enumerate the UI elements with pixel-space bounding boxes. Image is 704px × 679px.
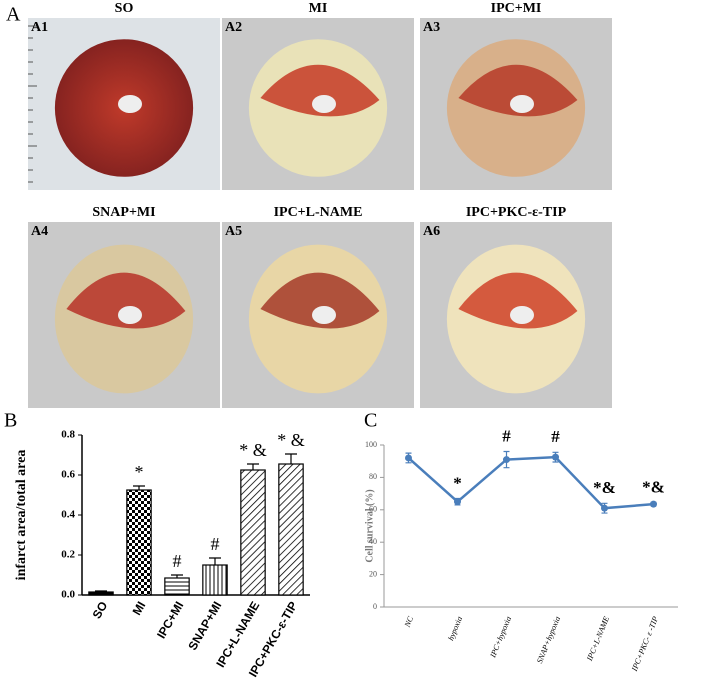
- point: [405, 454, 412, 462]
- viable-tissue: [260, 64, 380, 117]
- significance-mark: *&: [642, 477, 665, 496]
- image-title: SO: [115, 1, 134, 16]
- lumen: [312, 95, 336, 113]
- bar: [88, 591, 114, 596]
- panel-sublabel: A1: [31, 20, 48, 35]
- significance-mark: #: [551, 427, 560, 446]
- x-tick-label: IPC+MI: [154, 599, 186, 641]
- y-tick-label: 100: [365, 440, 377, 449]
- line: [407, 455, 654, 510]
- panel-sublabel: A5: [225, 224, 242, 239]
- viable-tissue: [66, 272, 186, 329]
- y-tick-label: 20: [369, 569, 377, 578]
- point: [601, 504, 608, 512]
- panel-sublabel: A3: [423, 20, 440, 35]
- significance-mark: *: [453, 473, 462, 492]
- image-title: MI: [309, 1, 328, 16]
- x-tick-label: SNAP+hypoxia: [535, 615, 562, 665]
- lumen: [312, 306, 336, 324]
- lumen: [118, 95, 142, 113]
- significance-mark: *&: [593, 478, 616, 497]
- x-tick-label: SO: [90, 599, 111, 621]
- y-tick-label: 0.6: [61, 469, 75, 481]
- panel-label: B: [4, 410, 17, 432]
- significance-mark: *: [135, 462, 144, 482]
- y-tick-label: 60: [369, 505, 377, 514]
- point: [650, 500, 657, 508]
- panel-sublabel: A4: [31, 224, 48, 239]
- x-tick-label: IPC+PKC- ε -TIP: [629, 615, 660, 673]
- viable-tissue: [458, 64, 578, 117]
- viable-tissue: [458, 272, 578, 329]
- x-tick-label: IPC+hypoxia: [488, 615, 513, 660]
- panel-sublabel: A6: [423, 224, 440, 239]
- significance-mark: * &: [239, 440, 267, 460]
- image-title: SNAP+MI: [92, 205, 155, 220]
- error-bar: [209, 557, 221, 565]
- image-title: IPC+L-NAME: [274, 205, 363, 220]
- bar: [202, 564, 228, 596]
- significance-mark: #: [502, 426, 511, 445]
- point: [552, 453, 559, 461]
- y-tick-label: 0: [373, 602, 377, 611]
- error-bar: [503, 450, 510, 469]
- panel-label: C: [364, 410, 377, 432]
- y-axis-label: infarct area/total area: [14, 450, 29, 581]
- y-tick-label: 0.4: [61, 509, 75, 521]
- viable-tissue: [260, 272, 380, 329]
- bar: [278, 463, 304, 596]
- y-axis-label: Cell survival (%): [364, 489, 375, 562]
- error-bar: [133, 485, 145, 490]
- panel-label: A: [6, 4, 21, 26]
- y-tick-label: 40: [369, 537, 377, 546]
- y-tick-label: 0.2: [61, 549, 75, 561]
- x-tick-label: hypoxia: [446, 615, 464, 642]
- error-bar: [247, 463, 259, 470]
- x-tick-label: NC: [402, 614, 415, 629]
- y-tick-label: 80: [369, 472, 377, 481]
- lumen: [510, 95, 534, 113]
- point: [454, 498, 461, 506]
- lumen: [118, 306, 142, 324]
- panel-sublabel: A2: [225, 20, 242, 35]
- point: [503, 456, 510, 464]
- lumen: [510, 306, 534, 324]
- error-bar: [171, 574, 183, 578]
- significance-mark: * &: [277, 430, 305, 450]
- x-tick-label: IPC+L-NAME: [585, 615, 611, 663]
- bar: [164, 577, 190, 596]
- significance-mark: #: [211, 534, 220, 554]
- y-tick-label: 0.8: [61, 429, 75, 441]
- significance-mark: #: [173, 551, 182, 571]
- y-tick-label: 0.0: [61, 589, 75, 601]
- x-tick-label: SNAP+MI: [185, 599, 224, 652]
- image-title: IPC+MI: [491, 1, 542, 16]
- image-title: IPC+PKC-ε-TIP: [466, 205, 567, 220]
- error-bar: [285, 453, 297, 464]
- bar: [126, 489, 152, 596]
- error-bar: [95, 590, 107, 592]
- x-tick-label: MI: [130, 599, 149, 618]
- bar: [240, 469, 266, 596]
